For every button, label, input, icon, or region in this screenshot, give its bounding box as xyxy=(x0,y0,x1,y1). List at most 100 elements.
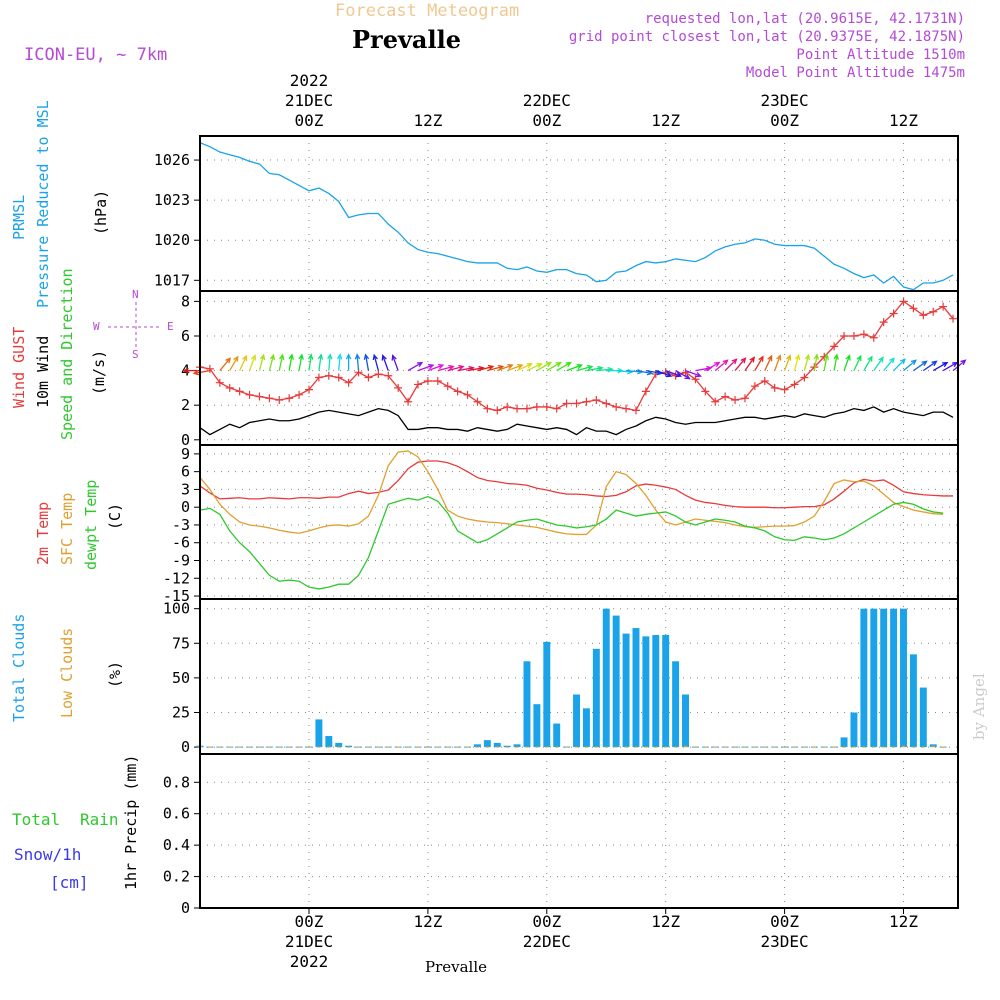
wind-arrow-head xyxy=(507,363,514,370)
wind-arrow-head xyxy=(823,353,829,360)
wind-arrow-head xyxy=(298,353,304,360)
cloud-bar xyxy=(662,634,670,748)
compass-e: E xyxy=(167,320,174,333)
cloud-bar xyxy=(792,746,797,748)
y-tick-label: 0 xyxy=(181,431,190,449)
cloud-bar xyxy=(465,746,470,748)
gust-marker xyxy=(334,373,343,382)
cloud-bar xyxy=(881,746,886,748)
footer-location: Prevalle xyxy=(425,958,487,976)
compass-s: S xyxy=(132,348,139,361)
wind-arrow xyxy=(546,362,561,372)
cloud-bar xyxy=(772,746,777,748)
wind-arrow-head xyxy=(279,353,285,360)
wind-arrow-head xyxy=(695,372,702,378)
cloud-bar xyxy=(416,746,420,748)
wind-arrow xyxy=(497,364,513,372)
wind-arrow xyxy=(903,359,917,372)
wind-arrow-head xyxy=(758,355,764,362)
precip-label-cm: [cm] xyxy=(50,873,89,892)
bottom-x-tick-label: 00Z xyxy=(770,912,799,931)
cloud-bar xyxy=(545,746,549,748)
panels-layer: 101710201023102602468-15-12-9-6-30369025… xyxy=(154,71,967,971)
top-x-tick-label: 00Z xyxy=(295,111,324,130)
wind-arrow-head xyxy=(487,364,495,371)
wind-arrow-head xyxy=(182,367,189,374)
wind-arrow xyxy=(298,354,303,371)
gust-marker xyxy=(780,385,789,394)
cloud-bar xyxy=(683,745,688,748)
cloud-bar xyxy=(237,746,242,748)
cloud-bar xyxy=(812,746,817,748)
cloud-bar xyxy=(455,746,460,748)
gust-marker xyxy=(869,333,878,342)
compass-n: N xyxy=(132,288,139,301)
requested-coords: requested lon,lat (20.9615E, 42.1731N) xyxy=(645,11,965,27)
wind-arrow-head xyxy=(427,363,435,370)
y-tick-label: 9 xyxy=(181,445,190,463)
cloud-bar xyxy=(941,746,945,748)
y-tick-label: 6 xyxy=(181,463,190,481)
wind-arrow xyxy=(883,357,895,372)
cloud-bar xyxy=(485,746,490,748)
cloud-bar xyxy=(644,746,648,748)
cloud-bar xyxy=(346,746,351,748)
cloud-bar xyxy=(822,746,826,748)
wind-arrow xyxy=(596,368,613,372)
location-title: Prevalle xyxy=(352,25,461,54)
cloud-unit: (%) xyxy=(106,661,124,688)
cloud-bar xyxy=(723,746,727,748)
wind-arrow xyxy=(268,354,275,371)
y-tick-label: -12 xyxy=(163,569,190,587)
grid-point-coords: grid point closest lon,lat (20.9375E, 42… xyxy=(569,29,965,45)
cloud-bar xyxy=(554,746,559,748)
cloud-bar xyxy=(919,687,927,748)
gust-marker xyxy=(622,404,631,413)
cloud-bar xyxy=(852,746,856,748)
gust-marker xyxy=(899,297,908,306)
y-tick-label: 1026 xyxy=(154,151,190,169)
wind-arrow xyxy=(427,364,444,372)
gust-marker xyxy=(483,404,492,413)
wind-arrow xyxy=(873,357,884,371)
wind-arrow xyxy=(506,364,523,372)
cloud-bar xyxy=(564,746,569,748)
wind-arrow-head xyxy=(576,363,584,370)
cloud-bar xyxy=(553,723,561,748)
wind-arrow-head xyxy=(731,358,738,365)
wind-arrow xyxy=(407,362,423,372)
wind-arrow-head xyxy=(458,364,465,371)
cloud-bar xyxy=(386,746,390,748)
wind-arrow xyxy=(754,356,764,371)
wind-arrow xyxy=(793,354,800,371)
pressure-unit: (hPa) xyxy=(92,190,110,235)
cloud-bar xyxy=(317,746,321,748)
watermark: by Angel xyxy=(970,673,988,740)
wind-arrow-head xyxy=(259,353,266,361)
y-tick-label: -3 xyxy=(172,516,190,534)
wind-arrow-head xyxy=(336,353,343,360)
wind-arrow-head xyxy=(845,354,851,361)
gust-marker xyxy=(285,394,294,403)
gust-marker xyxy=(205,364,214,373)
wind-arrow-head xyxy=(749,356,756,363)
cloud-bar xyxy=(513,744,521,748)
wind-arrow-head xyxy=(786,354,792,361)
cloud-bar xyxy=(622,633,630,748)
wind-arrow xyxy=(655,369,672,377)
y-tick-label: -6 xyxy=(172,534,190,552)
wind-arrow xyxy=(764,355,773,371)
wind-arrow-head xyxy=(269,353,276,361)
wind-arrow-head xyxy=(536,363,543,369)
wind-arrow-head xyxy=(307,353,314,360)
y-tick-label: -15 xyxy=(163,587,190,605)
wind-arrow xyxy=(586,367,603,372)
cloud-bar xyxy=(247,746,252,748)
cloud-bar xyxy=(584,746,589,748)
gust-marker xyxy=(612,402,621,411)
cloud-bar xyxy=(602,608,610,748)
cloud-bar xyxy=(336,746,341,748)
wind-arrow-head xyxy=(856,354,862,362)
wind-arrow-head xyxy=(497,364,505,371)
